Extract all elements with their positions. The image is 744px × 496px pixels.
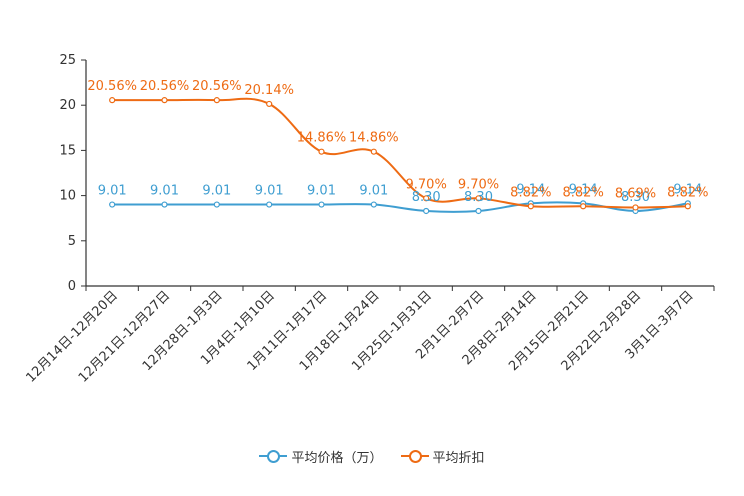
y-tick-label: 0 [68, 279, 76, 294]
y-tick-label: 10 [59, 189, 76, 204]
legend-label-discount: 平均折扣 [432, 450, 485, 466]
x-tick-label: 12月14日-12月20日 [24, 288, 121, 385]
y-tick-label: 25 [59, 53, 76, 68]
series-1-point [370, 148, 377, 155]
x-tick-label: 12月21日-12月27日 [76, 288, 173, 385]
series-1-data-label: 8.82% [510, 185, 551, 200]
series-0-data-label: 9.01 [359, 184, 388, 199]
series-0-data-label: 9.01 [202, 184, 231, 199]
series-1-point [423, 195, 430, 202]
series-1-data-label: 14.86% [349, 131, 399, 146]
series-1-data-label: 14.86% [297, 131, 347, 146]
y-tick-label: 15 [59, 143, 76, 158]
series-0-point [213, 201, 220, 208]
series-1-point [109, 97, 116, 104]
series-1-data-label: 9.70% [458, 177, 499, 192]
series-1-data-label: 8.69% [615, 186, 656, 201]
legend-label-price: 平均价格（万） [291, 450, 383, 466]
chart-legend: 平均价格（万） 平均折扣 [0, 444, 744, 468]
series-1-point [580, 203, 587, 210]
series-0-point [266, 201, 273, 208]
series-1-data-label: 8.82% [563, 185, 604, 200]
y-tick-label: 20 [59, 98, 76, 113]
series-0-data-label: 9.01 [150, 184, 179, 199]
series-line-0 [112, 201, 688, 213]
legend-item-discount[interactable]: 平均折扣 [400, 447, 485, 466]
series-1-point [266, 100, 273, 108]
series-0-data-label: 9.14 [569, 182, 598, 197]
legend-swatch-price [259, 449, 288, 463]
series-1-data-label: 9.70% [406, 177, 447, 192]
chart-axes: 051015202512月14日-12月20日12月21日-12月27日12月2… [24, 53, 715, 386]
series-0-point [370, 201, 377, 208]
series-0-data-label: 9.14 [673, 182, 702, 197]
series-0-data-label: 8.30 [621, 190, 650, 205]
series-0-point [318, 201, 325, 208]
chart-data-labels: 9.01 9.01 9.01 9.01 9.01 9.01 8.30 8.30 9.14 9.14… [87, 79, 708, 205]
series-1-point [632, 204, 639, 211]
series-0-point [109, 201, 116, 208]
series-0-point [475, 207, 482, 215]
series-1-point [213, 97, 220, 104]
series-0-data-label: 9.01 [255, 184, 284, 199]
series-0-data-label: 9.01 [307, 184, 336, 199]
series-1-point [475, 195, 482, 202]
series-1-data-label: 20.56% [87, 79, 137, 94]
legend-swatch-discount [400, 449, 429, 463]
series-0-point [161, 201, 168, 208]
series-1-point [684, 203, 691, 210]
series-1-data-label: 20.14% [244, 83, 294, 98]
series-0-data-label: 9.01 [98, 184, 127, 199]
series-1-point [527, 203, 534, 210]
series-1-data-label: 20.56% [192, 79, 242, 94]
y-tick-label: 5 [68, 234, 76, 249]
series-1-point [318, 148, 325, 155]
series-1-data-label: 8.82% [667, 185, 708, 200]
chart-series [109, 97, 691, 215]
series-1-data-label: 20.56% [140, 79, 190, 94]
legend-item-price[interactable]: 平均价格（万） [259, 447, 383, 466]
series-0-data-label: 8.30 [464, 190, 493, 205]
series-0-point [423, 207, 430, 215]
series-0-data-label: 9.14 [516, 182, 545, 197]
series-0-data-label: 8.30 [412, 190, 441, 205]
series-1-point [161, 97, 168, 104]
